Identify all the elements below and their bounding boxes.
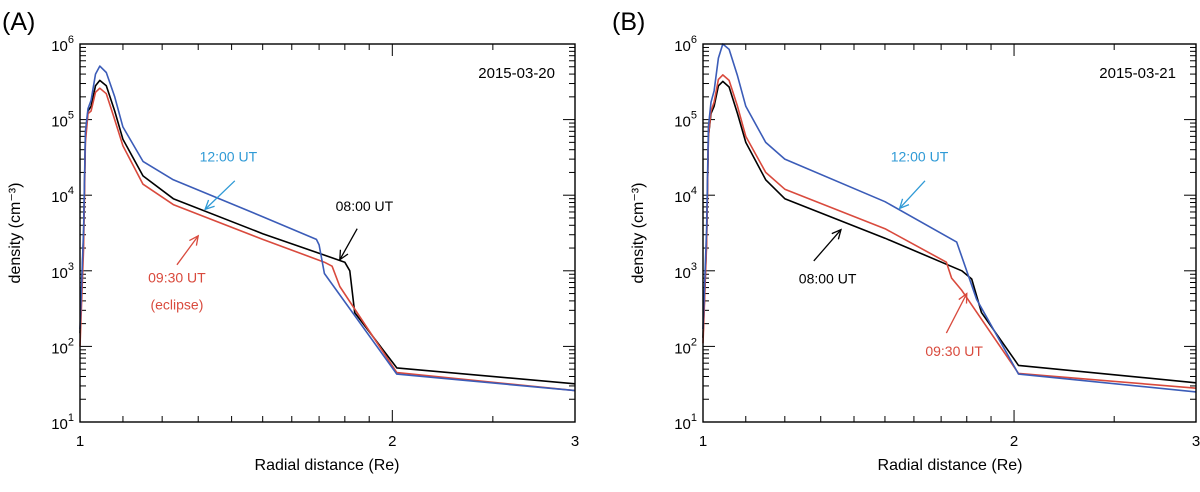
annotation-label: (eclipse) (150, 296, 203, 312)
series-line-0930 (702, 74, 1197, 389)
annotation-label: 08:00 UT (799, 270, 857, 286)
y-tick-label: 103 (51, 261, 74, 282)
y-tick-label: 105 (674, 110, 697, 131)
annotation-arrow-head (189, 234, 200, 246)
x-axis-label: Radial distance (Re) (255, 457, 400, 474)
y-tick-label: 102 (674, 336, 697, 357)
x-tick-label: 2 (1010, 433, 1018, 450)
y-tick-label: 103 (674, 261, 697, 282)
x-tick-label: 3 (571, 433, 579, 450)
y-tick-label: 106 (51, 34, 74, 55)
annotation-layer: 12:00 UT 08:00 UT 09:30 UT (799, 148, 984, 358)
y-tick-label: 106 (674, 34, 697, 55)
series-line-0800 (79, 79, 576, 385)
tick-layer: 101 102 103 104 105 106 1 2 3 (51, 34, 579, 450)
series-line-1200 (79, 65, 576, 392)
y-axis-label: density (cm⁻³) (7, 183, 24, 284)
annotation-arrow-shaft (339, 228, 358, 261)
plot-frame (79, 43, 576, 423)
annotation-label: 09:30 UT (148, 270, 206, 286)
annotation-arrow-head (831, 228, 842, 240)
series-line-0930 (79, 87, 576, 392)
plot-frame (702, 43, 1197, 423)
y-tick-label: 104 (674, 185, 697, 206)
annotation-arrow-shaft (813, 229, 842, 262)
series-line-0800 (702, 80, 1197, 384)
x-tick-label: 1 (699, 433, 707, 450)
panel-label: (A) (2, 8, 35, 36)
annotation-label: 12:00 UT (200, 148, 258, 164)
annotation-arrow-head (898, 198, 910, 210)
annotation-label: 12:00 UT (891, 148, 949, 164)
y-tick-label: 101 (674, 412, 697, 433)
x-tick-label: 2 (388, 433, 396, 450)
chart-title: 2015-03-21 (1099, 65, 1176, 82)
annotation-arrow-head (958, 292, 968, 304)
annotation-layer: 12:00 UT 08:00 UT 09:30 UT (eclipse) (148, 148, 394, 312)
x-tick-label: 1 (76, 433, 84, 450)
annotation-arrow-shaft (204, 180, 236, 210)
annotation-arrow-shaft (176, 235, 199, 266)
series-layer (702, 43, 1197, 393)
tick-layer: 101 102 103 104 105 106 1 2 3 (674, 34, 1200, 450)
y-tick-label: 101 (51, 412, 74, 433)
y-tick-label: 105 (51, 110, 74, 131)
series-layer (79, 65, 576, 392)
annotation-label: 09:30 UT (925, 343, 983, 359)
panel-a: (A) 101 102 103 104 105 106 1 2 3 12:00 UT 08:00 … (2, 8, 579, 474)
y-tick-label: 104 (51, 185, 74, 206)
chart-title: 2015-03-20 (478, 65, 555, 82)
annotation-arrow-head (204, 199, 215, 211)
x-axis-label: Radial distance (Re) (878, 457, 1023, 474)
annotation-arrow-head (339, 249, 349, 262)
annotation-arrow-shaft (945, 293, 968, 334)
series-line-1200 (702, 43, 1197, 393)
annotation-arrow-shaft (899, 180, 926, 209)
panel-label: (B) (612, 8, 645, 36)
x-tick-label: 3 (1192, 433, 1200, 450)
y-axis-label: density (cm⁻³) (630, 183, 647, 284)
panel-b: (B) 101 102 103 104 105 106 1 2 3 12:00 UT 08:00 … (612, 8, 1200, 474)
annotation-label: 08:00 UT (336, 198, 394, 214)
y-tick-label: 102 (51, 336, 74, 357)
